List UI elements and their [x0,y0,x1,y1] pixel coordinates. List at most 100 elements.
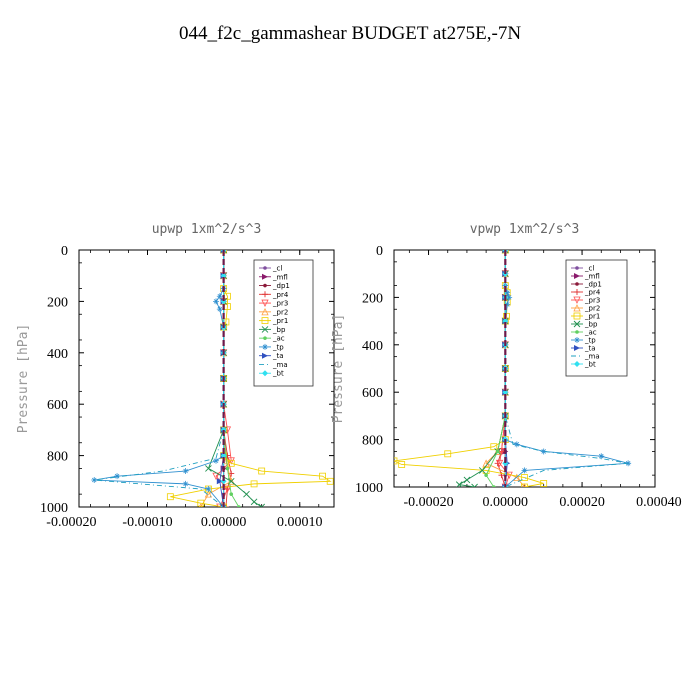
data-point [319,472,326,480]
legend-marker [574,289,580,295]
legend-label: _ta [584,345,596,353]
legend-label: _pr1 [584,313,600,321]
legend-label: _ma [272,361,288,369]
y-tick-label: 400 [362,339,383,354]
legend-label: _dp1 [584,281,602,289]
data-point [495,459,504,468]
data-point [398,461,406,468]
y-axis-label: Pressure [hPa] [16,324,31,434]
data-point [227,459,235,467]
legend-marker [262,370,268,377]
x-tick-label: 0.00010 [277,515,323,530]
legend-label: _pr1 [272,317,288,325]
legend-label: _mfl [272,273,288,281]
data-point [250,498,258,506]
data-point [216,293,223,300]
data-point [220,272,227,279]
legend-marker [574,273,580,279]
data-point [197,499,205,507]
data-point [258,503,266,507]
plot-frame [78,249,335,508]
data-point [250,480,258,488]
data-point [502,389,509,396]
data-point [484,473,488,477]
data-point [598,453,605,460]
legend-marker [573,312,581,320]
legend-label: _ac [272,335,285,343]
data-point [502,318,509,325]
data-point [205,465,212,472]
data-point [497,448,506,456]
data-point [513,473,521,481]
legend-label: _ma [584,353,600,361]
legend-marker [262,343,268,350]
legend-label: _pr2 [584,305,600,313]
y-tick-label: 200 [362,291,383,306]
series-line [94,250,225,507]
legend-marker [575,330,579,334]
x-tick-label: 0.00000 [483,495,529,510]
y-tick-label: 800 [47,450,68,465]
x-tick-label: 0.00040 [636,495,682,510]
data-point [455,481,463,487]
series-pr1 [394,250,548,487]
legend-label: _pr4 [272,291,289,299]
legend-label: _bp [272,326,286,334]
data-point [394,457,398,465]
legend-label: _bp [584,321,598,329]
x-tick-label: 0.00000 [201,515,247,530]
data-point [506,294,513,301]
legend-marker [261,307,269,316]
legend-marker [573,320,581,328]
data-point [220,426,227,433]
data-point [463,476,471,484]
x-tick-label: 0.00020 [559,495,605,510]
legend-marker [261,326,269,333]
legend-label: _bt [584,361,596,369]
legend-marker [573,296,581,304]
legend-marker [262,352,268,359]
legend-marker [263,336,267,340]
y-tick-label: 400 [47,347,68,362]
legend-label: _pr3 [272,300,288,308]
legend-marker [263,283,267,288]
data-point [182,480,189,487]
legend-label: _cl [272,265,282,273]
legend-marker [574,337,580,343]
data-point [237,505,241,507]
series-line [94,250,225,507]
series-line [170,250,332,507]
data-area [91,250,334,507]
data-area [394,250,632,487]
series-pr2 [198,250,235,507]
legend-label: _tp [584,337,596,345]
legend-box [565,259,628,377]
data-point [222,504,229,507]
series-line [394,250,544,487]
x-tick-label: -0.00010 [122,515,172,530]
x-tick-label: -0.00020 [46,515,96,530]
legend-label: _ta [272,352,284,360]
panel-title: upwp 1xm^2/s^3 [152,222,262,237]
data-point [205,486,212,493]
data-point [220,298,227,305]
data-point [513,441,520,448]
data-point [225,466,230,471]
data-point [229,492,234,496]
data-point [502,460,509,467]
data-point [91,477,98,484]
data-point [471,483,478,487]
legend-marker [573,304,581,312]
y-tick-label: 1000 [355,481,383,496]
data-point [326,477,334,485]
legend-marker [263,266,267,270]
legend-label: _dp1 [272,282,290,290]
x-tick-label: -0.00020 [403,495,453,510]
data-point [216,478,223,485]
data-point [521,474,528,481]
data-point [213,298,220,305]
panel-1: upwp 1xm^2/s^3 Pressure [hPa] 0 200 400 600 80… [16,222,335,530]
data-point [216,306,223,313]
y-axis-label: Pressure [hPa] [331,314,346,424]
